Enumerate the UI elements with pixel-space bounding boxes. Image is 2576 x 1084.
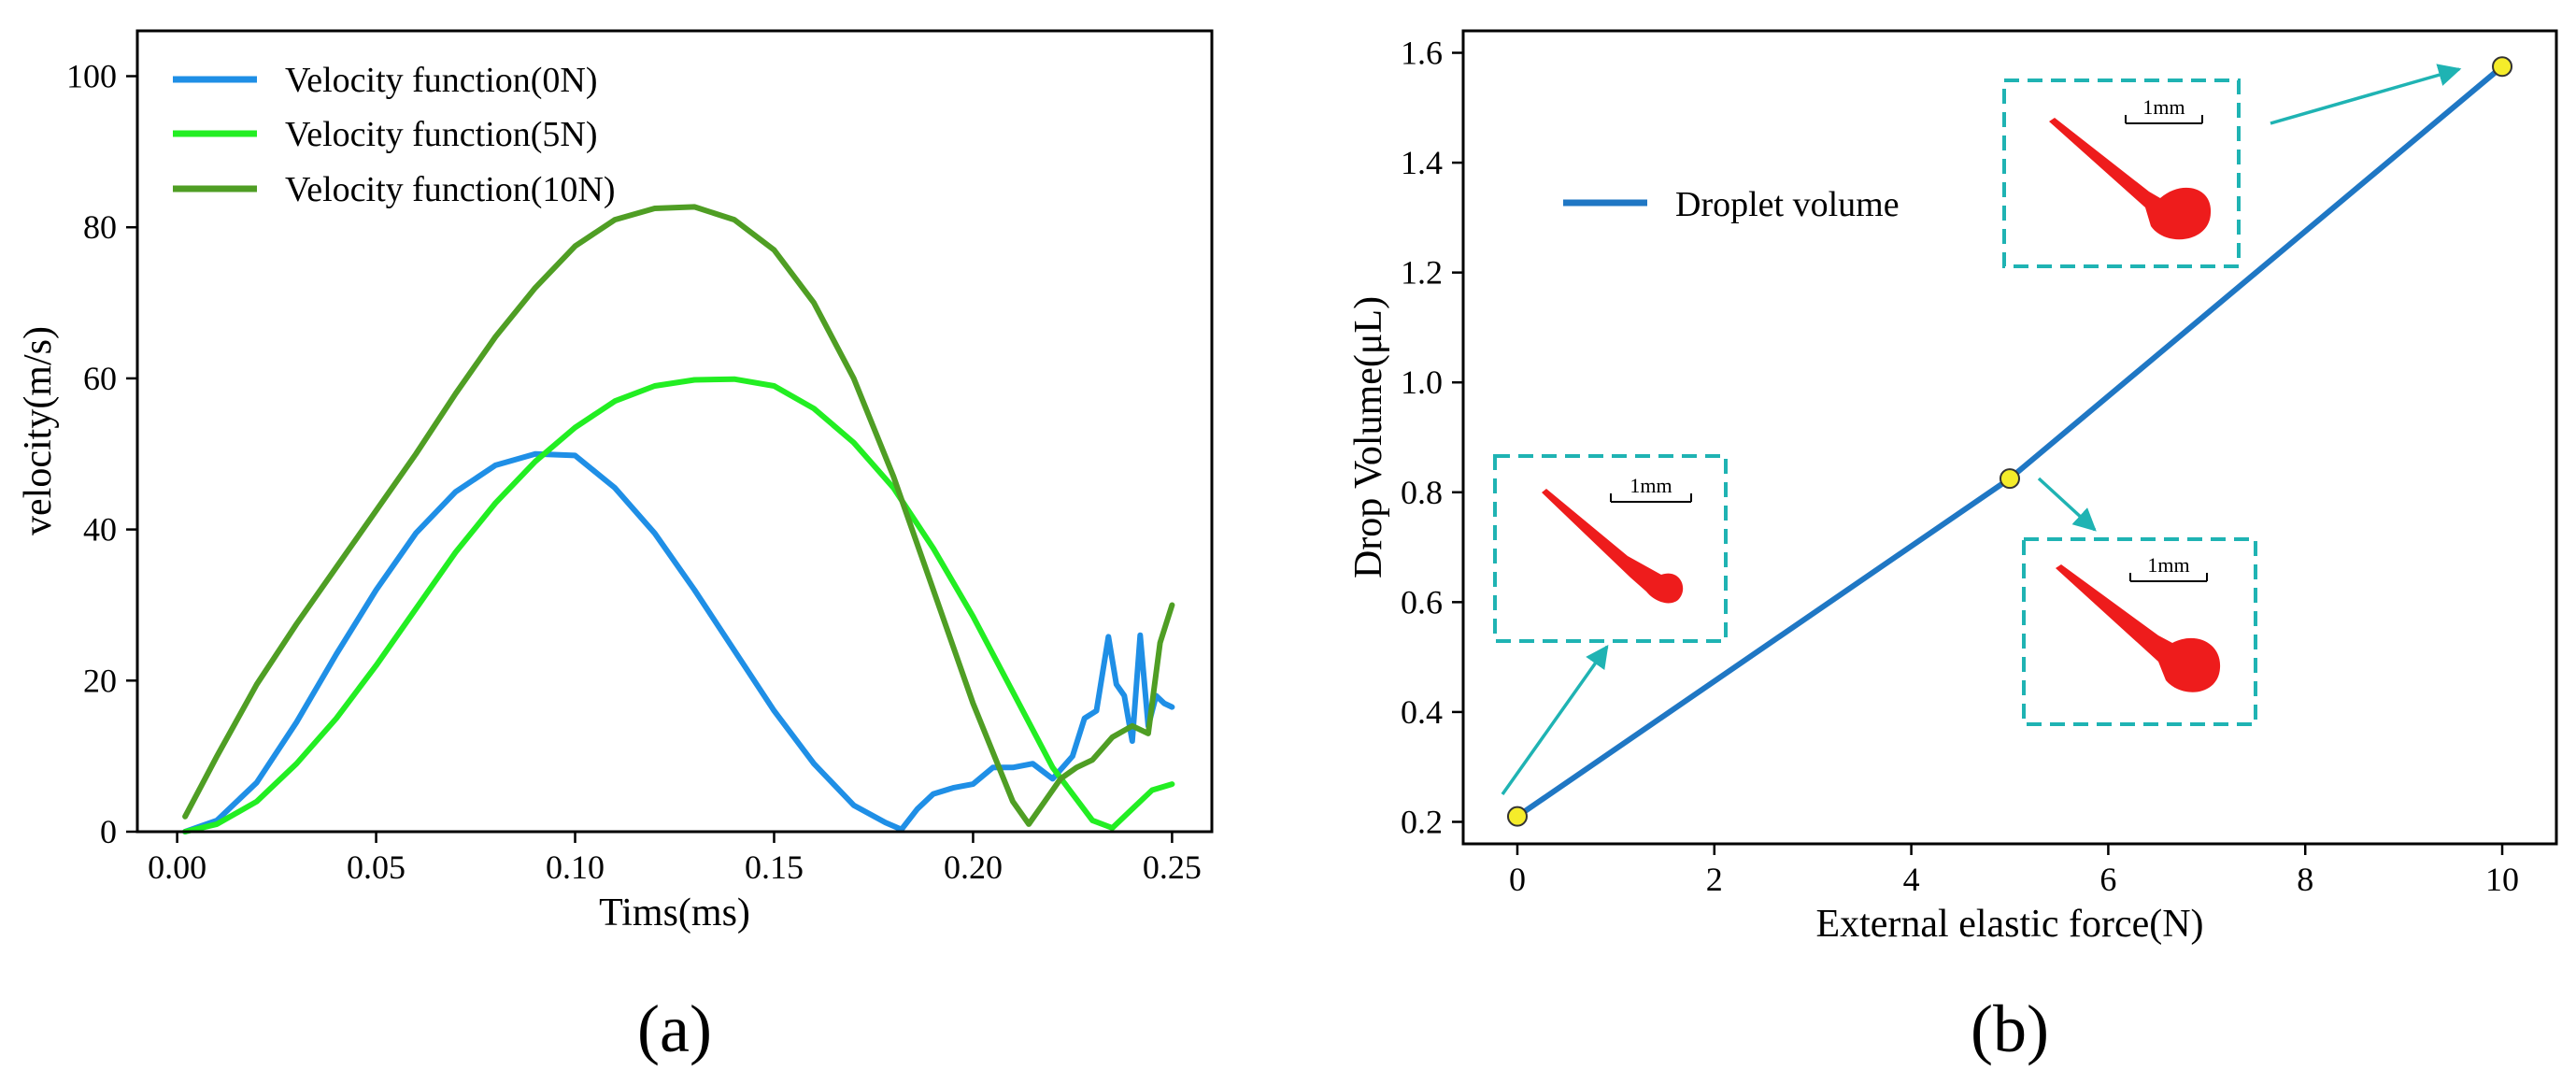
x-axis-label: Tims(ms) [599,891,750,934]
y-tick-label: 0.6 [1401,583,1443,620]
scale-bar-label: 1mm [1630,474,1672,497]
y-tick-label: 1.2 [1401,254,1443,292]
arrow-to-inset-5N [2037,477,2097,532]
legend-label-5N: Velocity function(5N) [285,115,598,154]
annotation-arrows [1501,64,2462,796]
y-tick-label: 1.0 [1401,364,1443,401]
legend: Velocity function(0N) Velocity function(… [173,61,616,209]
y-tick-label: 0 [100,813,117,850]
legend: Droplet volume [1563,185,1900,224]
series-line-0 [182,450,1175,834]
x-tick-label: 0.15 [745,849,804,886]
y-tick-label: 0.4 [1401,693,1443,731]
y-tick-label: 0.2 [1401,803,1443,840]
x-tick-label: 6 [2099,861,2116,898]
series-line-2 [182,204,1175,827]
inset-10N: 1mm [2002,78,2241,268]
arrow-to-inset-0N [1501,645,1609,796]
series-lines [1515,64,2505,820]
y-axis-label: velocity(m/s) [17,326,60,535]
chart-panel-a: 0.00 0.05 0.10 0.15 0.20 0.25 0 20 40 60 80 100 Ve… [17,29,1214,1066]
y-tick-label: 100 [66,58,117,95]
y-tick-label: 20 [83,662,117,699]
scale-bar-label: 1mm [2142,95,2185,119]
inset-frame [2002,78,2241,268]
y-tick-label: 1.4 [1401,144,1443,181]
x-tick-label: 0.20 [944,849,1003,886]
y-tick-label: 0.8 [1401,474,1443,511]
series-line-1 [182,376,1175,834]
legend-label-volume: Droplet volume [1675,185,1900,224]
inset-0N: 1mm [1493,454,1728,643]
x-tick-label: 4 [1903,861,1920,898]
arrow-to-point-10N [2270,64,2462,125]
x-axis-label: External elastic force(N) [1815,903,2203,946]
y-tick-label: 60 [83,360,117,397]
x-tick-label: 0.10 [546,849,605,886]
y-tick-label: 40 [83,511,117,549]
data-point [2492,56,2513,78]
x-axis-ticks: 0.00 0.05 0.10 0.15 0.20 0.25 [148,832,1202,886]
y-axis-ticks: 0.2 0.4 0.6 0.8 1.0 1.2 1.4 1.6 [1401,35,1463,840]
series-line-0 [1515,64,2505,820]
x-tick-label: 0.05 [347,849,406,886]
x-tick-label: 0 [1509,861,1526,898]
plot-frame [1461,29,2558,846]
panel-label-a: (a) [637,991,712,1066]
droplet-image [2056,564,2221,692]
y-tick-label: 80 [83,208,117,246]
x-tick-label: 0.25 [1143,849,1202,886]
scale-bar-label: 1mm [2147,553,2189,577]
y-axis-ticks: 0 20 40 60 80 100 [66,58,137,850]
x-axis-ticks: 0 2 4 6 8 10 [1509,844,2519,898]
legend-label-0N: Velocity function(0N) [285,61,598,100]
data-point [1506,806,1528,827]
data-points [1506,56,2513,827]
plot-frame [135,29,1214,834]
panel-label-b: (b) [1971,991,2049,1066]
x-tick-label: 0.00 [148,849,206,886]
data-point [2000,468,2020,490]
droplet-image [2049,118,2212,240]
x-tick-label: 10 [2485,861,2519,898]
y-axis-label: Drop Volume(μL) [1347,296,1390,578]
x-tick-label: 8 [2297,861,2313,898]
legend-label-10N: Velocity function(10N) [285,170,616,209]
chart-panel-b: 0 2 4 6 8 10 0.2 0.4 0.6 0.8 1.0 1.2 1.4 1.6 Droplet… [1347,29,2558,1066]
inset-frame [1493,454,1728,643]
droplet-image [1542,489,1684,604]
y-tick-label: 1.6 [1401,35,1443,72]
x-tick-label: 2 [1706,861,1723,898]
inset-5N: 1mm [2022,537,2257,726]
series-lines [182,204,1175,834]
